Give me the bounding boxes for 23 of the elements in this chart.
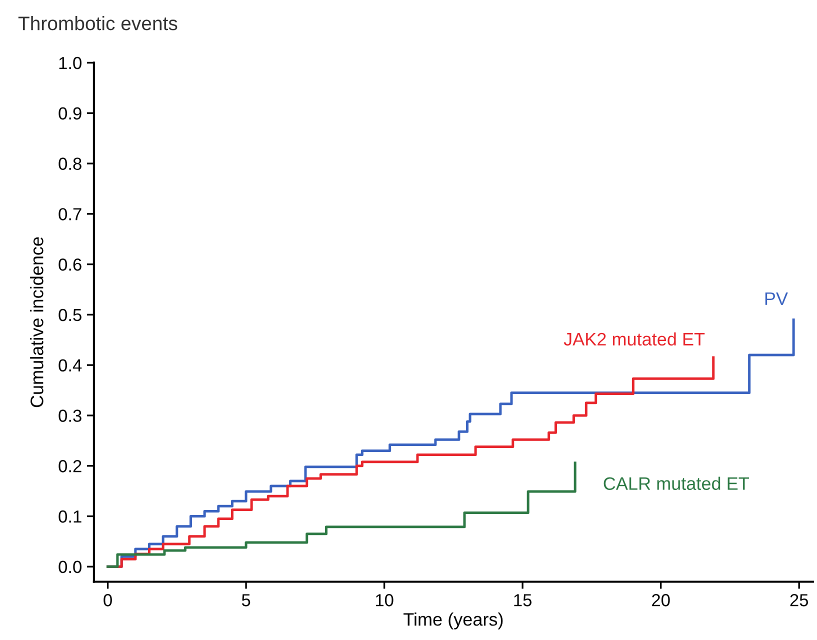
y-tick-label: 0.2 bbox=[58, 460, 82, 472]
x-tick-label: 5 bbox=[242, 594, 250, 606]
y-tick-label: 0.5 bbox=[58, 308, 82, 322]
x-tick-label: 25 bbox=[790, 594, 808, 606]
x-tick-label: 10 bbox=[376, 594, 394, 606]
x-axis-title: Time (years) bbox=[404, 612, 503, 630]
y-axis-title: Cumulative incidence bbox=[30, 237, 44, 408]
series-label: JAK2 mutated ET bbox=[564, 332, 705, 346]
x-tick-label: 15 bbox=[514, 594, 532, 606]
y-tick-label: 0.8 bbox=[58, 158, 82, 170]
x-tick-label: 20 bbox=[652, 594, 670, 606]
y-tick-label: 1.0 bbox=[59, 56, 82, 70]
y-tick-label: 0.1 bbox=[58, 510, 82, 523]
series-label: PV bbox=[765, 292, 788, 305]
y-tick-label: 0.9 bbox=[58, 107, 82, 120]
y-tick-label: 0.6 bbox=[58, 258, 82, 271]
y-tick-label: 0.7 bbox=[58, 208, 82, 220]
chart-title: Thrombotic events bbox=[18, 16, 178, 30]
x-tick-label: 0 bbox=[104, 594, 112, 606]
y-tick-label: 0.4 bbox=[58, 359, 82, 372]
y-tick-label: 0.3 bbox=[58, 410, 82, 422]
y-tick-label: 0.0 bbox=[58, 560, 82, 574]
series-label: CALR mutated ET bbox=[604, 476, 749, 490]
